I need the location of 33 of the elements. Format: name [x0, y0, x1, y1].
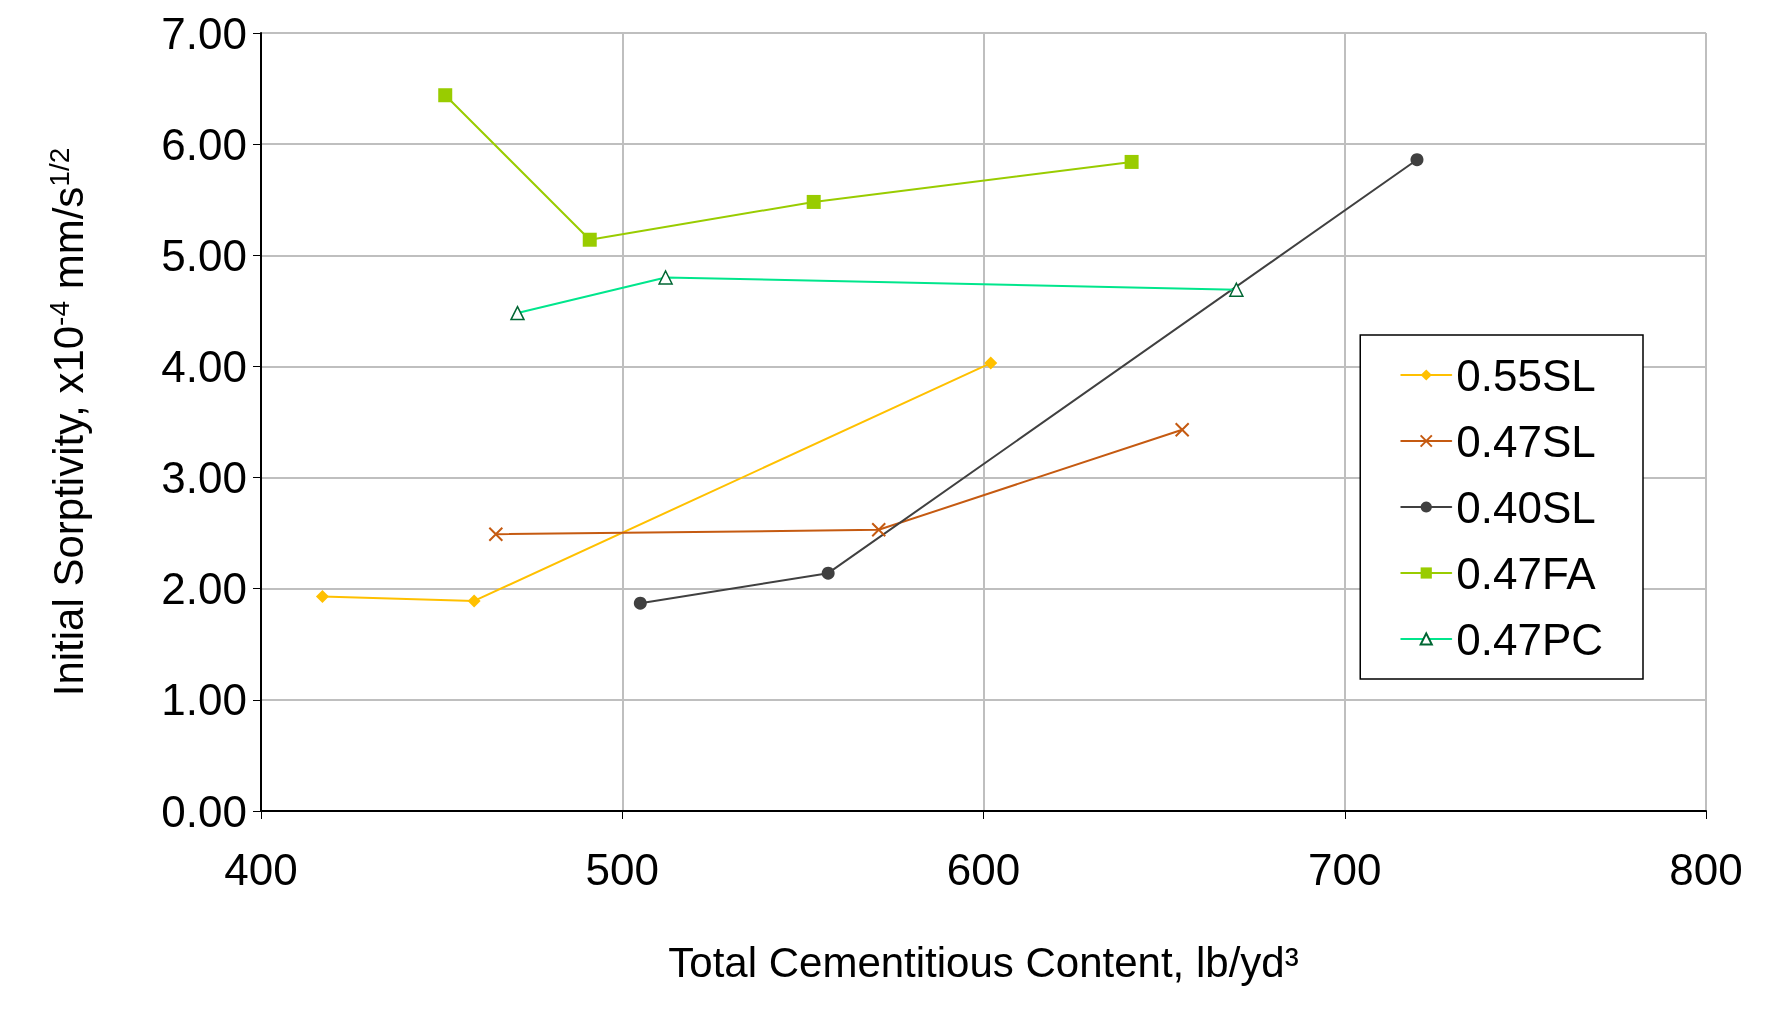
y-tick-label: 6.00: [161, 119, 247, 169]
point: [821, 566, 835, 580]
point: [806, 194, 821, 209]
legend-label: 0.40SL: [1456, 482, 1596, 532]
point: [582, 232, 597, 247]
point: [315, 589, 329, 603]
point: [1410, 153, 1424, 167]
legend-label: 0.55SL: [1456, 350, 1596, 400]
y-tick-label: 4.00: [161, 341, 247, 391]
x-tick-label: 400: [224, 844, 298, 894]
y-tick-label: 0.00: [161, 786, 247, 836]
point: [984, 356, 998, 370]
y-tick-label: 1.00: [161, 675, 247, 725]
legend-label: 0.47SL: [1456, 416, 1596, 466]
x-axis-title: Total Cementitious Content, lb/yd³: [668, 938, 1299, 986]
y-tick-label: 7.00: [161, 8, 247, 58]
y-axis-title: Initial Sorptivity, x10-4 mm/s1/2: [43, 147, 92, 697]
point: [871, 522, 887, 538]
point: [1174, 422, 1190, 438]
point: [1124, 154, 1139, 169]
x-tick-label: 500: [585, 844, 659, 894]
y-tick-label: 5.00: [161, 230, 247, 280]
x-tick-label: 800: [1669, 844, 1743, 894]
legend-label: 0.47PC: [1456, 614, 1604, 664]
x-tick-label: 600: [946, 844, 1021, 894]
legend-label: 0.47FA: [1456, 548, 1597, 598]
point: [467, 594, 481, 608]
y-tick-label: 3.00: [161, 453, 247, 503]
y-tick-label: 2.00: [161, 564, 247, 614]
point: [438, 88, 453, 103]
point: [488, 526, 504, 542]
point: [633, 596, 647, 610]
x-tick-label: 700: [1308, 844, 1382, 894]
